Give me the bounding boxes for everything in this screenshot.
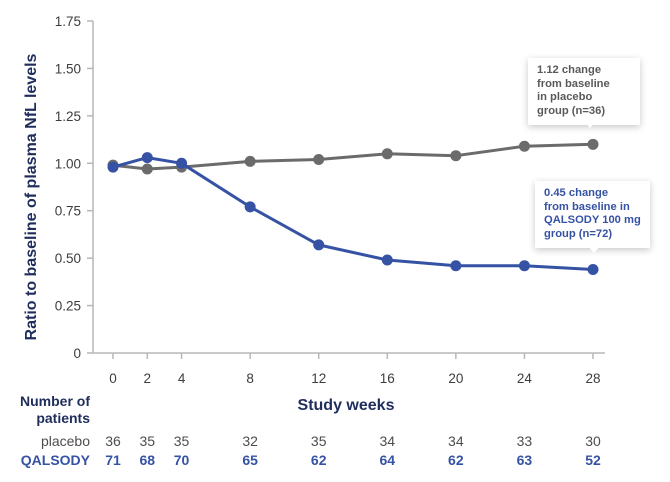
patient-count-placebo: 35 (139, 433, 156, 449)
patient-count-qalsody: 62 (448, 452, 464, 468)
y-tick-label: 0.50 (55, 251, 81, 266)
patient-count-placebo: 32 (242, 433, 258, 449)
data-point-qalsody (244, 201, 256, 213)
patients-header-line: patients (36, 410, 90, 426)
x-tick-label: 0 (109, 371, 117, 386)
patient-count-placebo: 35 (173, 433, 190, 449)
data-point-placebo (141, 163, 153, 175)
placebo-callout-line: group (n=36) (537, 104, 606, 117)
data-point-qalsody (313, 239, 325, 251)
x-tick-label: 16 (380, 371, 395, 386)
data-point-placebo (313, 153, 325, 165)
patient-count-placebo: 34 (379, 433, 396, 449)
placebo-callout: 1.12 change from baseline in placebo gro… (528, 58, 640, 126)
qalsody-callout-line: 0.45 change (544, 187, 609, 199)
x-tick-label: 24 (517, 371, 533, 386)
patient-count-placebo: 30 (585, 433, 601, 449)
patient-count-qalsody: 62 (310, 452, 327, 468)
x-tick-label: 8 (246, 371, 254, 386)
data-point-qalsody (141, 152, 153, 164)
placebo-callout-line: in placebo (537, 91, 593, 104)
qalsody-callout-line: from baseline in (544, 200, 630, 213)
patient-count-placebo: 35 (310, 433, 327, 449)
qalsody-callout-line: group (n=72) (544, 227, 613, 240)
data-point-placebo (450, 150, 462, 162)
patients-header-line: Number of (20, 393, 90, 409)
placebo-callout-line: 1.12 change (537, 64, 602, 76)
qalsody-callout-pointer (587, 245, 601, 253)
data-point-placebo (244, 155, 256, 167)
patients-row-label-qalsody: QALSODY (20, 452, 90, 468)
y-tick-label: 0.25 (55, 299, 81, 314)
x-tick-label: 12 (311, 371, 326, 386)
patient-count-qalsody: 63 (516, 452, 533, 468)
patients-row-label-placebo: placebo (40, 433, 90, 449)
placebo-callout-line: from baseline (537, 77, 610, 90)
patient-count-placebo: 36 (105, 433, 121, 449)
patient-count-qalsody: 68 (139, 452, 156, 468)
y-tick-label: 1.00 (55, 156, 81, 171)
data-point-placebo (587, 138, 599, 150)
patient-count-qalsody: 65 (242, 452, 258, 468)
patient-count-placebo: 33 (516, 433, 533, 449)
data-point-qalsody (176, 157, 188, 169)
x-tick-label: 20 (448, 371, 463, 386)
patient-count-qalsody: 71 (105, 452, 121, 468)
patient-count-qalsody: 64 (379, 452, 396, 468)
data-point-placebo (381, 148, 393, 160)
y-tick-label: 1.25 (55, 109, 81, 124)
x-tick-label: 2 (144, 371, 152, 386)
data-point-qalsody (381, 254, 393, 266)
patient-count-qalsody: 70 (173, 452, 190, 468)
y-axis-label: Ratio to baseline of plasma NfL levels (23, 53, 40, 340)
y-tick-label: 0 (73, 346, 81, 361)
data-point-qalsody (518, 260, 530, 272)
patient-count-placebo: 34 (448, 433, 464, 449)
x-tick-label: 4 (178, 371, 186, 386)
data-point-qalsody (450, 260, 462, 272)
data-point-qalsody (587, 264, 599, 276)
placebo-callout-pointer (583, 120, 597, 128)
x-tick-label: 28 (585, 371, 600, 386)
qalsody-callout: 0.45 change from baseline in QALSODY 100… (535, 181, 650, 249)
data-point-placebo (518, 140, 530, 152)
y-tick-label: 1.50 (55, 61, 81, 76)
y-tick-label: 0.75 (55, 204, 81, 219)
data-point-qalsody (107, 161, 119, 173)
y-tick-label: 1.75 (55, 14, 81, 29)
x-axis-label: Study weeks (298, 397, 395, 414)
qalsody-callout-line: QALSODY 100 mg (544, 214, 641, 227)
series-line-qalsody (112, 156, 594, 271)
patient-count-qalsody: 52 (585, 452, 601, 468)
patients-header: Number of patients (10, 393, 90, 427)
